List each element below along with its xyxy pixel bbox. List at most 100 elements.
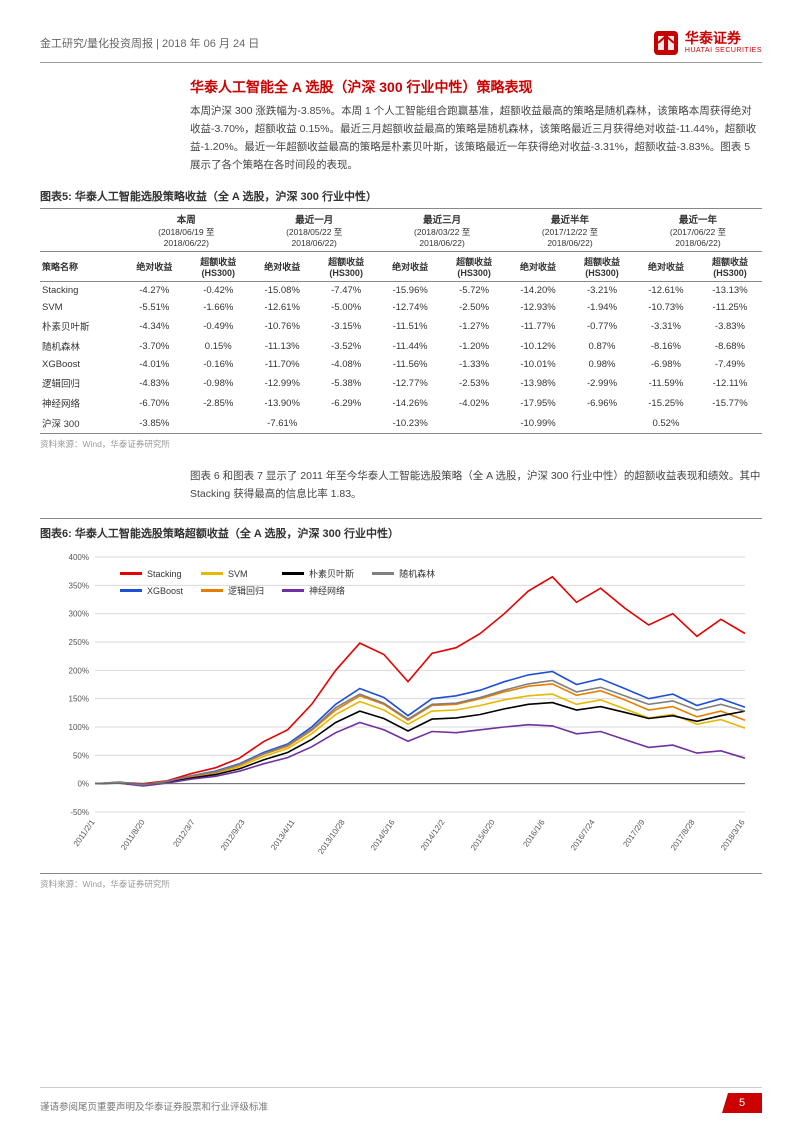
legend-item: 逻辑回归 — [201, 584, 264, 597]
table-row: Stacking-4.27%-0.42%-15.08%-7.47%-15.96%… — [40, 282, 762, 300]
col-absolute-return: 绝对收益 — [378, 252, 442, 282]
strategy-name-cell: 沪深 300 — [40, 413, 122, 434]
strategy-name-cell: SVM — [40, 299, 122, 316]
value-cell: -14.26% — [378, 393, 442, 413]
value-cell: 0.52% — [634, 413, 698, 434]
strategy-name-cell: 神经网络 — [40, 393, 122, 413]
value-cell: -4.01% — [122, 356, 186, 373]
col-absolute-return: 绝对收益 — [122, 252, 186, 282]
value-cell: -11.70% — [250, 356, 314, 373]
mid-paragraph: 图表 6 和图表 7 显示了 2011 年至今华泰人工智能选股策略（全 A 选股… — [190, 468, 762, 504]
chart6-source: 资料来源：Wind，华泰证券研究所 — [40, 878, 762, 890]
value-cell — [186, 413, 250, 434]
table5: 本周(2018/06/19 至2018/06/22)最近一月(2018/05/2… — [40, 208, 762, 434]
value-cell: -2.99% — [570, 373, 634, 393]
value-cell: -7.49% — [698, 356, 762, 373]
strategy-name-cell: 朴素贝叶斯 — [40, 316, 122, 336]
legend-swatch — [120, 589, 142, 592]
section-title: 华泰人工智能全 A 选股（沪深 300 行业中性）策略表现 — [190, 77, 762, 97]
legend-label: 逻辑回归 — [228, 584, 264, 597]
value-cell: -12.61% — [250, 299, 314, 316]
value-cell: -10.01% — [506, 356, 570, 373]
value-cell: -12.11% — [698, 373, 762, 393]
value-cell: -13.98% — [506, 373, 570, 393]
value-cell: -6.70% — [122, 393, 186, 413]
value-cell: -10.76% — [250, 316, 314, 336]
value-cell — [442, 413, 506, 434]
table-row: 随机森林-3.70%0.15%-11.13%-3.52%-11.44%-1.20… — [40, 336, 762, 356]
col-absolute-return: 绝对收益 — [634, 252, 698, 282]
value-cell: -12.99% — [250, 373, 314, 393]
period-header: 最近一月(2018/05/22 至2018/06/22) — [250, 209, 378, 252]
svg-text:250%: 250% — [69, 638, 89, 647]
value-cell: -12.93% — [506, 299, 570, 316]
value-cell: -15.77% — [698, 393, 762, 413]
value-cell: -2.85% — [186, 393, 250, 413]
value-cell: -12.74% — [378, 299, 442, 316]
page-number: 5 — [722, 1093, 762, 1113]
legend-swatch — [282, 572, 304, 575]
value-cell: -11.51% — [378, 316, 442, 336]
page-header: 金工研究/量化投资周报 | 2018 年 06 月 24 日 华泰证券 HUAT… — [40, 30, 762, 63]
legend-item: 神经网络 — [282, 584, 354, 597]
value-cell: -17.95% — [506, 393, 570, 413]
chart6: -50%0%50%100%150%200%250%300%350%400%201… — [40, 547, 762, 874]
value-cell: -3.31% — [634, 316, 698, 336]
value-cell: -3.85% — [122, 413, 186, 434]
value-cell: -3.52% — [314, 336, 378, 356]
value-cell: 0.15% — [186, 336, 250, 356]
svg-text:400%: 400% — [69, 553, 89, 562]
value-cell: -1.33% — [442, 356, 506, 373]
value-cell: -13.90% — [250, 393, 314, 413]
legend-label: Stacking — [147, 569, 182, 579]
col-excess-return: 超额收益(HS300) — [442, 252, 506, 282]
legend-item: SVM — [201, 567, 264, 580]
period-header: 本周(2018/06/19 至2018/06/22) — [122, 209, 250, 252]
page-footer: 谨请参阅尾页重要声明及华泰证券股票和行业评级标准 5 — [40, 1093, 762, 1113]
value-cell: 0.87% — [570, 336, 634, 356]
svg-text:200%: 200% — [69, 666, 89, 675]
value-cell: -7.61% — [250, 413, 314, 434]
svg-text:100%: 100% — [69, 723, 89, 732]
value-cell: -3.15% — [314, 316, 378, 336]
legend-swatch — [201, 589, 223, 592]
brand-logo: 华泰证券 HUATAI SECURITIES — [653, 30, 762, 56]
brand-name-en: HUATAI SECURITIES — [685, 47, 762, 55]
value-cell: -1.20% — [442, 336, 506, 356]
value-cell: -15.25% — [634, 393, 698, 413]
value-cell: -3.21% — [570, 282, 634, 300]
value-cell: -4.83% — [122, 373, 186, 393]
value-cell: -5.72% — [442, 282, 506, 300]
legend-label: 神经网络 — [309, 584, 345, 597]
strategy-name-cell: Stacking — [40, 282, 122, 300]
footer-disclaimer: 谨请参阅尾页重要声明及华泰证券股票和行业评级标准 — [40, 1099, 268, 1113]
legend-item: 朴素贝叶斯 — [282, 567, 354, 580]
value-cell: 0.98% — [570, 356, 634, 373]
table-row: 逻辑回归-4.83%-0.98%-12.99%-5.38%-12.77%-2.5… — [40, 373, 762, 393]
value-cell: -0.49% — [186, 316, 250, 336]
brand-name-cn: 华泰证券 — [685, 31, 762, 46]
value-cell: -5.51% — [122, 299, 186, 316]
value-cell — [570, 413, 634, 434]
value-cell: -6.98% — [634, 356, 698, 373]
value-cell: -11.44% — [378, 336, 442, 356]
value-cell: -6.96% — [570, 393, 634, 413]
col-excess-return: 超额收益(HS300) — [186, 252, 250, 282]
value-cell: -8.68% — [698, 336, 762, 356]
svg-text:-50%: -50% — [70, 808, 89, 817]
value-cell: -4.08% — [314, 356, 378, 373]
col-excess-return: 超额收益(HS300) — [698, 252, 762, 282]
col-excess-return: 超额收益(HS300) — [314, 252, 378, 282]
col-absolute-return: 绝对收益 — [506, 252, 570, 282]
value-cell: -3.83% — [698, 316, 762, 336]
value-cell: -11.59% — [634, 373, 698, 393]
legend-swatch — [282, 589, 304, 592]
value-cell: -12.77% — [378, 373, 442, 393]
legend-label: 朴素贝叶斯 — [309, 567, 354, 580]
value-cell: -11.25% — [698, 299, 762, 316]
value-cell: -5.38% — [314, 373, 378, 393]
table-row: 沪深 300-3.85%-7.61%-10.23%-10.99%0.52% — [40, 413, 762, 434]
value-cell: -10.12% — [506, 336, 570, 356]
period-header: 最近三月(2018/03/22 至2018/06/22) — [378, 209, 506, 252]
value-cell: -11.56% — [378, 356, 442, 373]
